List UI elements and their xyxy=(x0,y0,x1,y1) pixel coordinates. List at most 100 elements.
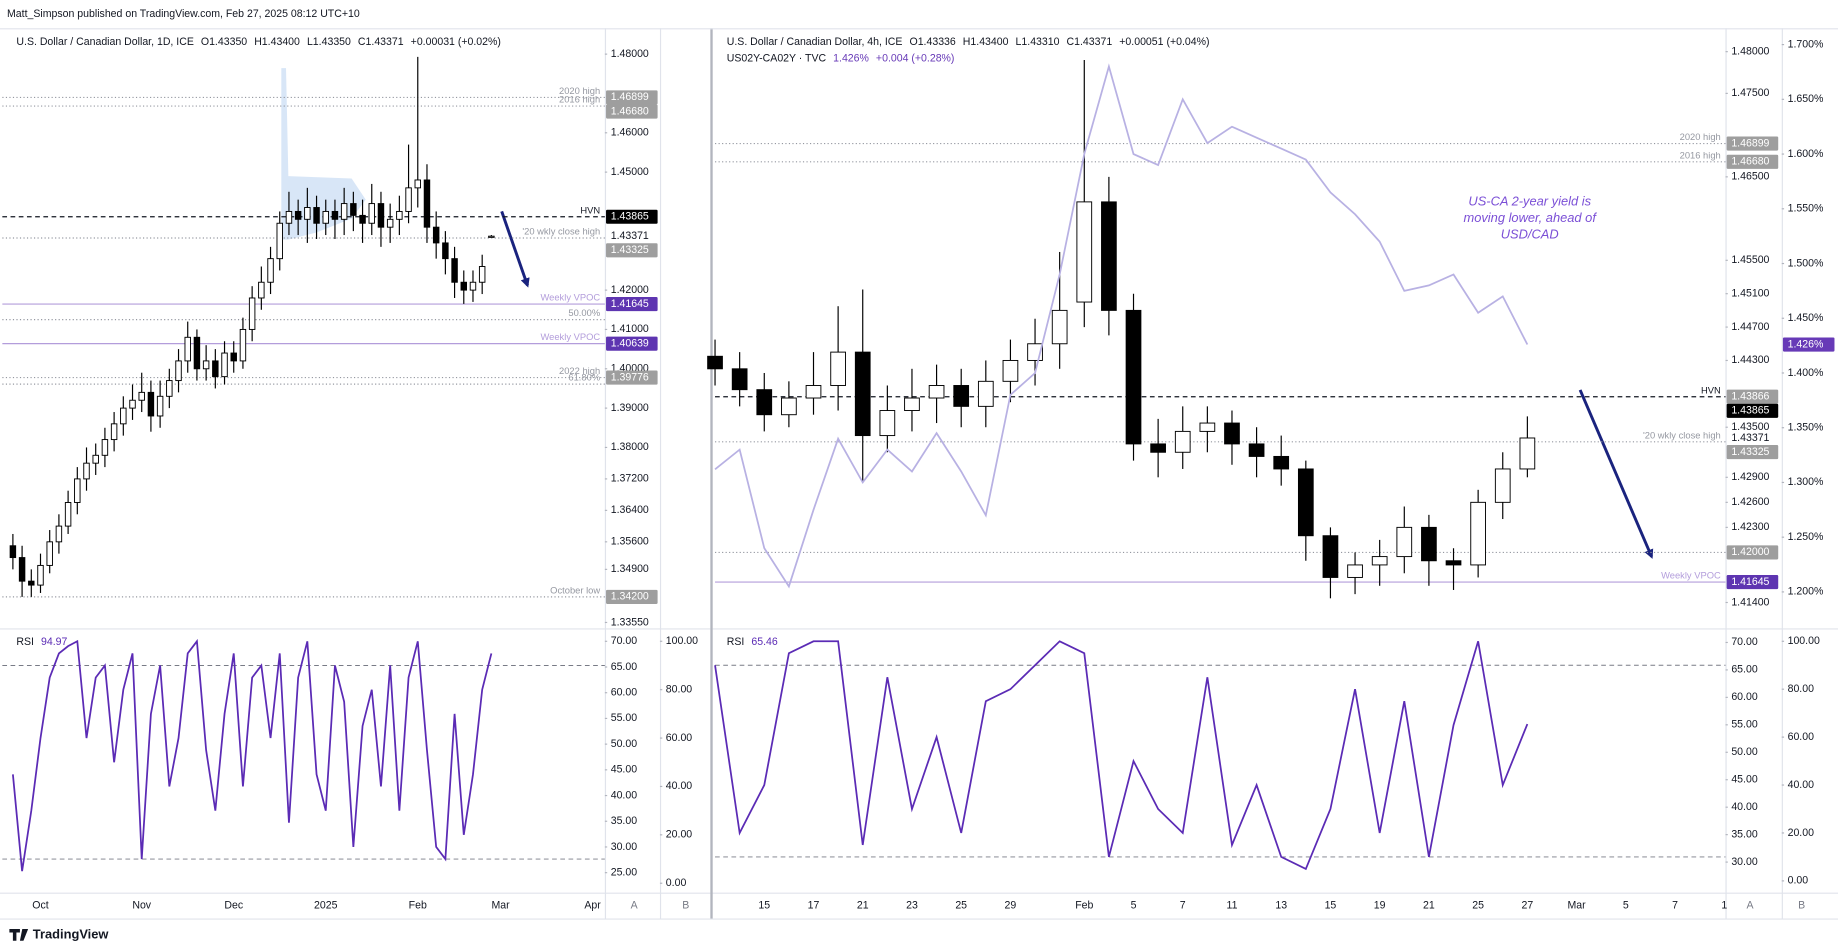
level-name: HVN xyxy=(580,205,600,215)
x-tick-label: 5 xyxy=(1623,899,1629,911)
candle-body xyxy=(83,462,90,480)
candle-body xyxy=(340,203,348,220)
level-name: '20 wkly close high xyxy=(522,227,600,237)
y-tick-label: 60.00 xyxy=(1731,691,1758,703)
price-badge xyxy=(1726,154,1779,169)
y-tick-label: 70.00 xyxy=(1731,636,1758,648)
price-badge-label: 1.46899 xyxy=(1731,137,1769,149)
candle-body xyxy=(488,235,495,238)
y-tick-label: 1.300% xyxy=(1788,476,1824,488)
candle-body xyxy=(1470,501,1486,566)
candle-body xyxy=(55,525,63,543)
x-tick-label: Feb xyxy=(409,899,427,911)
candle-body xyxy=(478,266,486,283)
price-badge-label: 1.41645 xyxy=(611,298,649,310)
candle-body xyxy=(469,281,477,291)
y-tick-label: 70.00 xyxy=(611,635,638,647)
candle-body xyxy=(304,207,311,220)
y-tick-label: 1.41000 xyxy=(611,323,649,335)
candle-body xyxy=(405,187,412,212)
price-badge xyxy=(606,243,658,258)
x-tick-label: 19 xyxy=(1374,899,1386,911)
price-badge-label: 1.34200 xyxy=(611,591,649,603)
candle-body xyxy=(18,557,26,582)
legend-text: C1.43371 xyxy=(1067,36,1113,48)
y-tick-label: 1.350% xyxy=(1788,422,1824,434)
legend-text: U.S. Dollar / Canadian Dollar, 1D, ICE xyxy=(16,36,193,48)
candle-body xyxy=(1421,526,1437,562)
rsi-line xyxy=(714,640,1529,871)
candle-body xyxy=(1076,201,1093,303)
y-tick-label: 1.46000 xyxy=(611,127,649,139)
price-badge-label: 1.41645 xyxy=(1731,576,1769,588)
price-badge xyxy=(1726,574,1779,590)
level-name: Weekly VPOC xyxy=(540,332,600,342)
level-name: October low xyxy=(550,586,600,596)
candle-body xyxy=(423,179,431,228)
legend-text: +0.004 (+0.28%) xyxy=(876,53,955,65)
price-badge xyxy=(1726,445,1779,460)
y-tick-label: 1.45000 xyxy=(611,166,649,178)
annotation: US-CA 2-year yield is xyxy=(1468,193,1591,208)
y-tick-label: 1.44300 xyxy=(1731,354,1769,366)
candle-body xyxy=(350,203,357,216)
x-tick-label: 11 xyxy=(1227,899,1238,911)
candle-body xyxy=(805,385,822,399)
y-tick-label: 100.00 xyxy=(1788,635,1820,647)
price-badge-label: 1.43325 xyxy=(611,244,649,256)
price-badge-label: 1.426% xyxy=(1788,338,1824,350)
y-tick-label: 80.00 xyxy=(666,683,693,695)
candle-body xyxy=(110,423,118,441)
candle-body xyxy=(731,368,748,391)
candle-body xyxy=(1273,455,1290,470)
candle-body xyxy=(1248,443,1265,457)
y-tick-label: 40.00 xyxy=(1788,779,1815,791)
x-tick-label: 25 xyxy=(955,899,967,911)
y-tick-label: 0.00 xyxy=(1788,875,1809,887)
candle-body xyxy=(92,454,99,464)
y-tick-label: 1.42300 xyxy=(1731,521,1769,533)
x-tick-label: 17 xyxy=(808,899,820,911)
y-tick-label: 1.450% xyxy=(1788,312,1824,324)
axis-button[interactable]: A xyxy=(631,899,639,911)
price-badge-label: 1.43371 xyxy=(1731,432,1769,444)
price-badge-label: 1.46680 xyxy=(611,105,649,117)
candle-body xyxy=(202,360,210,370)
arrow xyxy=(500,210,530,288)
legend-text: L1.43310 xyxy=(1016,36,1060,48)
y-tick-label: 60.00 xyxy=(611,687,638,699)
axis-button[interactable]: A xyxy=(1747,899,1755,911)
candle-body xyxy=(1174,430,1191,453)
x-tick-label: 25 xyxy=(1472,899,1484,911)
candle-body xyxy=(294,210,302,220)
y-tick-label: 1.500% xyxy=(1788,257,1824,269)
level-name: Weekly VPOC xyxy=(540,293,600,303)
candle-body xyxy=(977,380,994,407)
candle-body xyxy=(1297,468,1314,537)
candle-body xyxy=(175,360,182,382)
x-tick-label: Oct xyxy=(32,899,48,911)
legend-text: L1.43350 xyxy=(307,36,351,48)
candle-body xyxy=(1150,443,1166,453)
y-tick-label: 65.00 xyxy=(1731,664,1758,676)
level-name: '20 wkly close high xyxy=(1643,430,1721,440)
price-badge xyxy=(606,589,658,604)
candle-body xyxy=(230,352,237,362)
candle-body xyxy=(147,391,155,417)
x-tick-label: 13 xyxy=(1275,899,1287,911)
axis-button[interactable]: B xyxy=(1798,899,1805,911)
level-name: 2016 high xyxy=(559,95,600,105)
candle-body xyxy=(414,179,421,189)
axis-button[interactable]: B xyxy=(682,899,689,911)
candle-body xyxy=(1199,422,1216,432)
x-tick-label: 21 xyxy=(857,899,869,911)
y-tick-label: 1.200% xyxy=(1788,586,1824,598)
y-tick-label: 1.700% xyxy=(1788,38,1824,50)
candle-body xyxy=(285,210,293,224)
legend-text: 1.426% xyxy=(833,53,869,65)
candle-body xyxy=(64,502,72,527)
y-tick-label: 1.650% xyxy=(1788,93,1824,105)
y-tick-label: 1.600% xyxy=(1788,148,1824,160)
